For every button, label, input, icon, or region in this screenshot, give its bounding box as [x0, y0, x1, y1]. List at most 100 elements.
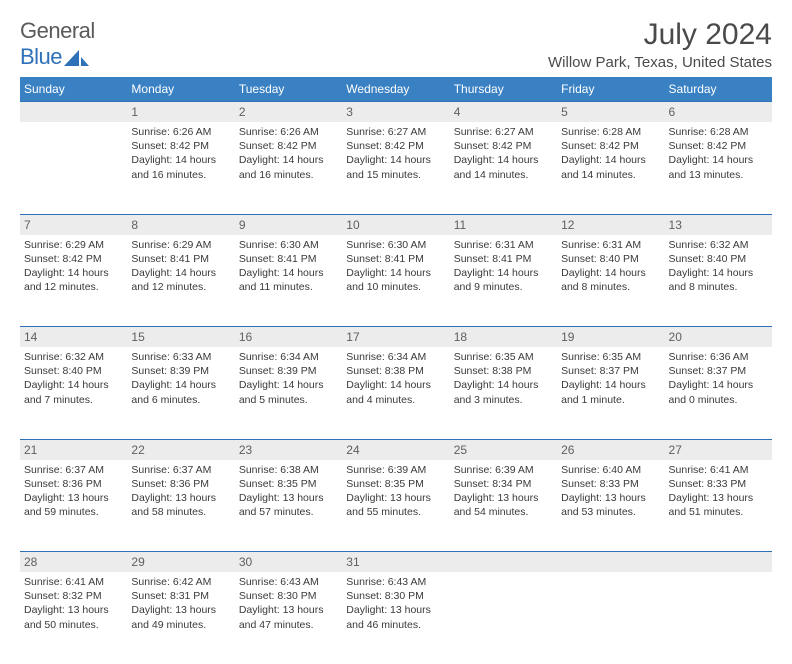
logo-text-block: General Blue	[20, 18, 95, 70]
dow-sunday: Sunday	[20, 77, 127, 102]
daylight-text: Daylight: 13 hours and 49 minutes.	[131, 603, 230, 631]
day-cell: Sunrise: 6:31 AMSunset: 8:40 PMDaylight:…	[557, 235, 664, 327]
day-cell: Sunrise: 6:29 AMSunset: 8:42 PMDaylight:…	[20, 235, 127, 327]
sunrise-text: Sunrise: 6:39 AM	[346, 463, 445, 477]
day-cell-body: Sunrise: 6:29 AMSunset: 8:41 PMDaylight:…	[127, 235, 234, 301]
day-number	[665, 552, 772, 573]
sunset-text: Sunset: 8:30 PM	[346, 589, 445, 603]
day-number: 27	[665, 439, 772, 460]
sunset-text: Sunset: 8:36 PM	[24, 477, 123, 491]
day-number: 15	[127, 327, 234, 348]
day-cell: Sunrise: 6:29 AMSunset: 8:41 PMDaylight:…	[127, 235, 234, 327]
day-cell-body: Sunrise: 6:32 AMSunset: 8:40 PMDaylight:…	[20, 347, 127, 413]
sunrise-text: Sunrise: 6:36 AM	[669, 350, 768, 364]
sunrise-text: Sunrise: 6:37 AM	[24, 463, 123, 477]
sunrise-text: Sunrise: 6:37 AM	[131, 463, 230, 477]
sunset-text: Sunset: 8:31 PM	[131, 589, 230, 603]
day-cell-body: Sunrise: 6:27 AMSunset: 8:42 PMDaylight:…	[342, 122, 449, 188]
sunrise-text: Sunrise: 6:29 AM	[131, 238, 230, 252]
dow-wednesday: Wednesday	[342, 77, 449, 102]
sunset-text: Sunset: 8:33 PM	[669, 477, 768, 491]
day-number: 19	[557, 327, 664, 348]
daylight-text: Daylight: 14 hours and 16 minutes.	[239, 153, 338, 181]
sunrise-text: Sunrise: 6:30 AM	[239, 238, 338, 252]
daynum-row: 78910111213	[20, 214, 772, 235]
day-cell: Sunrise: 6:39 AMSunset: 8:34 PMDaylight:…	[450, 460, 557, 552]
daylight-text: Daylight: 14 hours and 1 minute.	[561, 378, 660, 406]
calendar-page: General Blue July 2024 Willow Park, Texa…	[0, 0, 792, 664]
sunrise-text: Sunrise: 6:34 AM	[239, 350, 338, 364]
day-number: 11	[450, 214, 557, 235]
sunset-text: Sunset: 8:30 PM	[239, 589, 338, 603]
day-cell-body: Sunrise: 6:30 AMSunset: 8:41 PMDaylight:…	[342, 235, 449, 301]
sunrise-text: Sunrise: 6:29 AM	[24, 238, 123, 252]
sunrise-text: Sunrise: 6:39 AM	[454, 463, 553, 477]
daylight-text: Daylight: 14 hours and 7 minutes.	[24, 378, 123, 406]
daylight-text: Daylight: 13 hours and 46 minutes.	[346, 603, 445, 631]
sunset-text: Sunset: 8:40 PM	[669, 252, 768, 266]
logo-blue-row: Blue	[20, 44, 95, 70]
sunset-text: Sunset: 8:38 PM	[454, 364, 553, 378]
dow-saturday: Saturday	[665, 77, 772, 102]
daynum-row: 21222324252627	[20, 439, 772, 460]
day-cell-body: Sunrise: 6:38 AMSunset: 8:35 PMDaylight:…	[235, 460, 342, 526]
day-number: 16	[235, 327, 342, 348]
sunset-text: Sunset: 8:42 PM	[454, 139, 553, 153]
day-number: 21	[20, 439, 127, 460]
sunrise-text: Sunrise: 6:42 AM	[131, 575, 230, 589]
daylight-text: Daylight: 13 hours and 55 minutes.	[346, 491, 445, 519]
sunset-text: Sunset: 8:40 PM	[561, 252, 660, 266]
day-number: 31	[342, 552, 449, 573]
day-cell-body: Sunrise: 6:29 AMSunset: 8:42 PMDaylight:…	[20, 235, 127, 301]
sunset-text: Sunset: 8:39 PM	[239, 364, 338, 378]
day-cell-body: Sunrise: 6:39 AMSunset: 8:35 PMDaylight:…	[342, 460, 449, 526]
sunrise-text: Sunrise: 6:33 AM	[131, 350, 230, 364]
daylight-text: Daylight: 13 hours and 59 minutes.	[24, 491, 123, 519]
day-cell-body: Sunrise: 6:42 AMSunset: 8:31 PMDaylight:…	[127, 572, 234, 638]
sunrise-text: Sunrise: 6:43 AM	[239, 575, 338, 589]
day-cell: Sunrise: 6:31 AMSunset: 8:41 PMDaylight:…	[450, 235, 557, 327]
sunrise-text: Sunrise: 6:26 AM	[131, 125, 230, 139]
day-cell-body: Sunrise: 6:33 AMSunset: 8:39 PMDaylight:…	[127, 347, 234, 413]
calendar-body: 123456Sunrise: 6:26 AMSunset: 8:42 PMDay…	[20, 102, 772, 664]
day-number	[557, 552, 664, 573]
day-number: 10	[342, 214, 449, 235]
logo-sail-icon	[64, 50, 90, 66]
day-cell-body: Sunrise: 6:34 AMSunset: 8:39 PMDaylight:…	[235, 347, 342, 413]
day-cell: Sunrise: 6:37 AMSunset: 8:36 PMDaylight:…	[20, 460, 127, 552]
day-cell-body: Sunrise: 6:35 AMSunset: 8:38 PMDaylight:…	[450, 347, 557, 413]
day-number: 29	[127, 552, 234, 573]
sunset-text: Sunset: 8:42 PM	[669, 139, 768, 153]
sunrise-text: Sunrise: 6:32 AM	[24, 350, 123, 364]
day-cell	[665, 572, 772, 664]
sunrise-text: Sunrise: 6:27 AM	[454, 125, 553, 139]
sunrise-text: Sunrise: 6:26 AM	[239, 125, 338, 139]
sunrise-text: Sunrise: 6:38 AM	[239, 463, 338, 477]
logo: General Blue	[20, 18, 95, 70]
day-cell-body: Sunrise: 6:35 AMSunset: 8:37 PMDaylight:…	[557, 347, 664, 413]
day-cell: Sunrise: 6:30 AMSunset: 8:41 PMDaylight:…	[235, 235, 342, 327]
day-cell: Sunrise: 6:39 AMSunset: 8:35 PMDaylight:…	[342, 460, 449, 552]
day-cell: Sunrise: 6:32 AMSunset: 8:40 PMDaylight:…	[20, 347, 127, 439]
sunset-text: Sunset: 8:36 PM	[131, 477, 230, 491]
day-cell: Sunrise: 6:26 AMSunset: 8:42 PMDaylight:…	[127, 122, 234, 214]
sunset-text: Sunset: 8:41 PM	[239, 252, 338, 266]
sunset-text: Sunset: 8:40 PM	[24, 364, 123, 378]
day-cell-body: Sunrise: 6:26 AMSunset: 8:42 PMDaylight:…	[235, 122, 342, 188]
day-cell-body: Sunrise: 6:37 AMSunset: 8:36 PMDaylight:…	[127, 460, 234, 526]
day-cell-body: Sunrise: 6:39 AMSunset: 8:34 PMDaylight:…	[450, 460, 557, 526]
day-cell-body: Sunrise: 6:27 AMSunset: 8:42 PMDaylight:…	[450, 122, 557, 188]
sunrise-text: Sunrise: 6:27 AM	[346, 125, 445, 139]
location-text: Willow Park, Texas, United States	[548, 54, 772, 71]
day-cell: Sunrise: 6:36 AMSunset: 8:37 PMDaylight:…	[665, 347, 772, 439]
daylight-text: Daylight: 13 hours and 57 minutes.	[239, 491, 338, 519]
day-cell-body: Sunrise: 6:26 AMSunset: 8:42 PMDaylight:…	[127, 122, 234, 188]
month-title: July 2024	[548, 18, 772, 52]
day-number: 28	[20, 552, 127, 573]
daylight-text: Daylight: 14 hours and 0 minutes.	[669, 378, 768, 406]
sunrise-text: Sunrise: 6:41 AM	[24, 575, 123, 589]
day-cell: Sunrise: 6:27 AMSunset: 8:42 PMDaylight:…	[342, 122, 449, 214]
day-number: 24	[342, 439, 449, 460]
day-cell: Sunrise: 6:41 AMSunset: 8:32 PMDaylight:…	[20, 572, 127, 664]
day-number: 22	[127, 439, 234, 460]
